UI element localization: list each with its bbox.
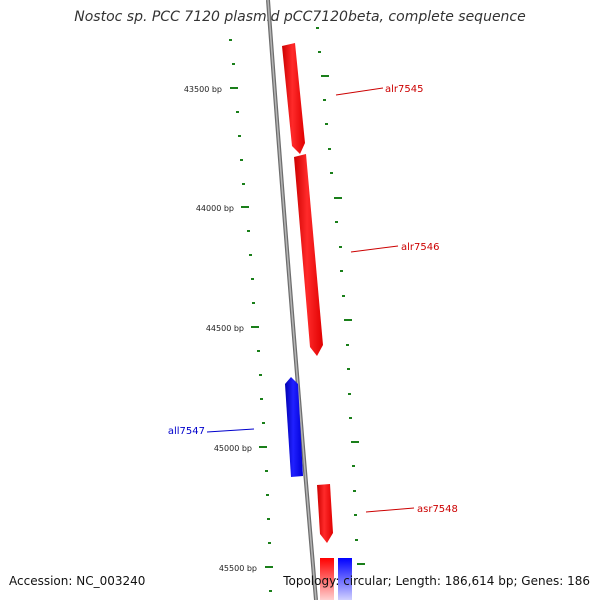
gene-leader-line xyxy=(365,507,415,513)
gene-arrow-forward[interactable] xyxy=(294,154,323,356)
gene-label[interactable]: alr7545 xyxy=(385,84,423,95)
gene-all7547[interactable]: all7547 xyxy=(168,377,303,477)
gene-arrow-reverse[interactable] xyxy=(285,377,303,477)
bp-ruler-labels: 43500 bp 44000 bp 44500 bp 45000 bp 4550… xyxy=(184,85,257,573)
left-tick-track xyxy=(229,39,273,592)
map-title: Nostoc sp. PCC 7120 plasmid pCC7120beta,… xyxy=(74,9,526,25)
gene-alr7546[interactable]: alr7546 xyxy=(294,154,439,356)
bp-label: 44500 bp xyxy=(206,324,244,333)
gene-alr7545[interactable]: alr7545 xyxy=(282,43,423,154)
accession-label: Accession: xyxy=(9,574,73,588)
gene-label[interactable]: all7547 xyxy=(168,426,205,437)
topology-label: Topology: xyxy=(283,574,340,588)
genes-label: Genes: xyxy=(521,574,564,588)
gene-partial-reverse[interactable] xyxy=(338,558,352,600)
sequence-summary: Topology: circular; Length: 186,614 bp; … xyxy=(283,574,590,588)
gene-label[interactable]: alr7546 xyxy=(401,242,439,253)
length-value: 186,614 bp xyxy=(444,574,514,588)
accession-info: Accession: NC_003240 xyxy=(9,574,145,588)
gene-label[interactable]: asr7548 xyxy=(417,504,458,515)
plasmid-backbone-highlight xyxy=(267,0,317,600)
gene-partial-forward[interactable] xyxy=(320,558,334,600)
bp-label: 45500 bp xyxy=(219,564,257,573)
gene-leader-line xyxy=(206,428,255,433)
bp-label: 43500 bp xyxy=(184,85,222,94)
gene-leader-line xyxy=(350,245,399,253)
gene-leader-line xyxy=(335,87,384,96)
right-tick-track xyxy=(316,27,365,565)
bp-label: 45000 bp xyxy=(214,444,252,453)
gene-arrow-forward[interactable] xyxy=(317,484,333,543)
accession-value: NC_003240 xyxy=(76,574,146,588)
topology-value: circular xyxy=(343,574,388,588)
gene-asr7548[interactable]: asr7548 xyxy=(317,484,458,543)
gene-arrow-forward[interactable] xyxy=(282,43,305,154)
genes-count: 186 xyxy=(567,574,590,588)
bp-label: 44000 bp xyxy=(196,204,234,213)
length-label: Length: xyxy=(395,574,441,588)
